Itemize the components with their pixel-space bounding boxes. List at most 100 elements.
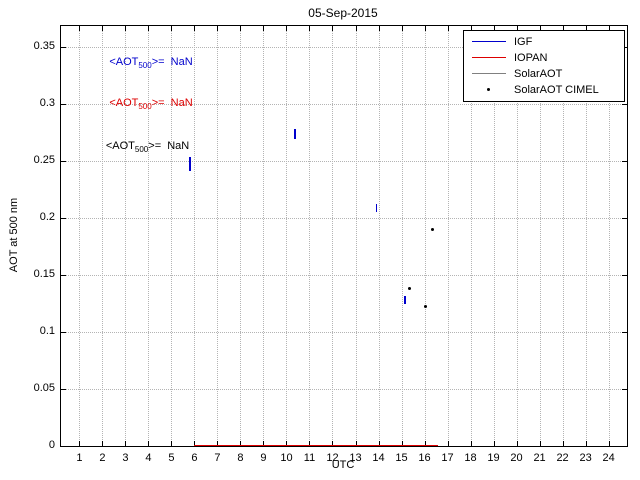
plot-area: 1 2 3 4 5 6 7 8 9 10 11 12 13 14 15 16 17 18 19 20 21 22 23 24 0…	[34, 25, 628, 464]
v-gridline	[608, 26, 610, 446]
x-tick-mark	[516, 441, 518, 446]
x-tick-label: 2	[99, 452, 106, 464]
y-tick-label: 0.15	[33, 267, 55, 280]
v-gridline	[562, 26, 564, 446]
h-gridline	[61, 160, 627, 162]
legend-entry-igf: IGF	[464, 34, 624, 50]
x-tick-mark	[401, 26, 403, 31]
x-tick-mark	[194, 26, 196, 31]
y-tick-mark	[61, 274, 66, 276]
legend: IGF IOPAN SolarAOT SolarAOT CIMEL	[463, 30, 625, 102]
y-tick-label: 0.05	[33, 381, 55, 394]
x-tick-mark	[378, 26, 380, 31]
x-tick-label: 1	[76, 452, 83, 464]
x-tick-label: 13	[349, 452, 362, 464]
x-tick-mark	[171, 26, 173, 31]
x-tick-mark	[125, 26, 127, 31]
x-tick-mark	[79, 26, 81, 31]
x-tick-mark	[424, 441, 426, 446]
x-tick-mark	[240, 26, 242, 31]
y-tick-mark	[622, 331, 627, 333]
x-tick-mark	[148, 441, 150, 446]
x-tick-mark	[539, 26, 541, 31]
legend-line-marker	[472, 50, 506, 66]
y-tick-label: 0.1	[39, 324, 55, 337]
v-gridline	[217, 26, 219, 446]
v-gridline	[470, 26, 472, 446]
v-gridline	[424, 26, 426, 446]
x-tick-mark	[470, 441, 472, 446]
x-tick-mark	[378, 441, 380, 446]
x-tick-mark	[516, 26, 518, 31]
x-tick-label: 24	[602, 452, 615, 464]
x-tick-label: 7	[214, 452, 221, 464]
x-tick-mark	[424, 26, 426, 31]
x-tick-label: 23	[579, 452, 592, 464]
v-gridline	[79, 26, 81, 446]
legend-label: IOPAN	[514, 52, 548, 64]
h-gridline	[61, 46, 627, 48]
x-tick-mark	[286, 441, 288, 446]
v-gridline	[263, 26, 265, 446]
x-tick-label: 20	[510, 452, 523, 464]
igf-data-segment	[294, 128, 296, 139]
y-tick-mark	[622, 274, 627, 276]
iopan-data-segment	[194, 445, 439, 446]
chart-title: 05-Sep-2015	[308, 6, 378, 20]
igf-data-segment	[375, 204, 378, 213]
x-tick-mark	[608, 441, 610, 446]
v-gridline	[585, 26, 587, 446]
y-tick-mark	[61, 331, 66, 333]
x-tick-mark	[217, 26, 219, 31]
x-tick-label: 19	[487, 452, 500, 464]
legend-line-marker	[472, 66, 506, 82]
v-gridline	[447, 26, 449, 446]
x-tick-label: 17	[441, 452, 454, 464]
y-tick-label: 0.3	[39, 96, 55, 109]
x-tick-mark	[263, 26, 265, 31]
y-tick-label: 0.35	[33, 39, 55, 52]
x-tick-mark	[332, 26, 334, 31]
v-gridline	[539, 26, 541, 446]
legend-label: SolarAOT	[514, 68, 563, 80]
x-tick-mark	[355, 26, 357, 31]
y-tick-mark	[61, 217, 66, 219]
x-tick-mark	[447, 441, 449, 446]
v-gridline	[516, 26, 518, 446]
y-tick-mark	[622, 217, 627, 219]
y-tick-label: 0	[48, 439, 55, 451]
v-gridline	[240, 26, 242, 446]
legend-entry-solaraot: SolarAOT	[464, 66, 624, 82]
h-gridline	[61, 217, 627, 219]
x-tick-mark	[148, 26, 150, 31]
x-tick-label: 18	[464, 452, 477, 464]
h-gridline	[61, 388, 627, 390]
v-gridline	[171, 26, 173, 446]
x-tick-mark	[102, 26, 104, 31]
v-gridline	[378, 26, 380, 446]
mean-aot-annotation-igf: <AOT500>= NaN	[109, 55, 193, 70]
x-tick-mark	[493, 26, 495, 31]
x-tick-mark	[608, 26, 610, 31]
x-tick-mark	[562, 26, 564, 31]
x-tick-mark	[585, 26, 587, 31]
x-tick-mark	[240, 441, 242, 446]
h-gridline	[61, 274, 627, 276]
y-tick-mark	[61, 388, 66, 390]
x-tick-mark	[171, 441, 173, 446]
h-gridline	[61, 331, 627, 333]
v-gridline	[286, 26, 288, 446]
mean-aot-annotation-solaraot: <AOT500>= NaN	[105, 139, 190, 155]
v-gridline	[309, 26, 311, 446]
x-tick-label: 5	[168, 452, 175, 464]
x-tick-mark	[102, 441, 104, 446]
legend-dot-marker	[472, 82, 506, 98]
x-tick-mark	[194, 441, 196, 446]
y-tick-mark	[622, 160, 627, 162]
x-tick-label: 15	[395, 452, 408, 464]
x-tick-mark	[309, 441, 311, 446]
x-tick-mark	[355, 441, 357, 446]
x-tick-label: 3	[122, 452, 129, 464]
y-tick-label: 0.2	[39, 210, 55, 223]
x-tick-label: 9	[260, 452, 267, 464]
